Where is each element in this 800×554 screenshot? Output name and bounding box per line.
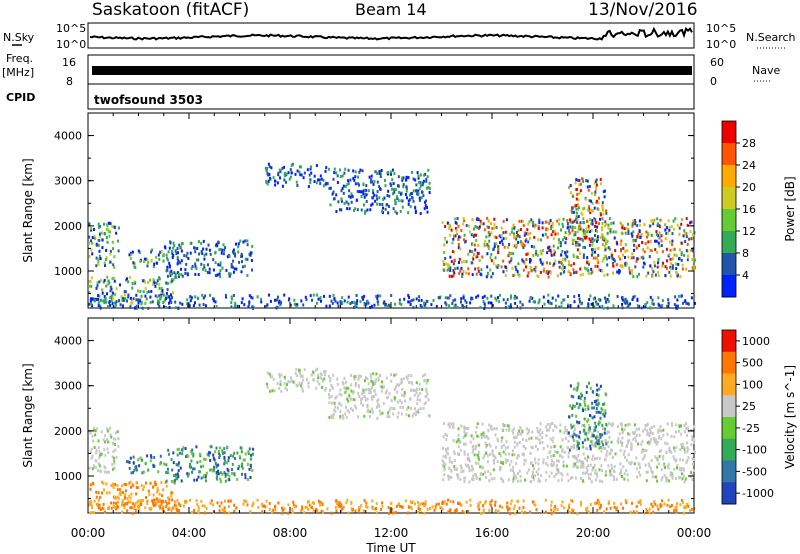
y-tick-label: 1000 [54,470,82,483]
colorbar-swatch [722,351,736,374]
freq-tick-top: 16 [62,56,76,69]
x-tick-label: 00:00 [71,526,106,540]
colorbar-tick-label: -25 [742,422,760,435]
echo-region-6 [441,421,696,484]
nsky-tick-top: 10^5 [56,22,86,35]
time-axis: 00:00 04:00 08:00 12:00 16:00 20:00 00:00 [71,526,712,540]
colorbar-swatch [722,482,736,505]
y-axis-label: Slant Range [km] [21,363,35,467]
colorbar-swatch [722,143,736,166]
echo-region-3 [165,444,255,484]
y-tick-label: 3000 [54,175,82,188]
colorbar-tick-label: 28 [742,137,756,150]
power-panel: 4000 3000 2000 1000 Slant Range [km] [21,112,696,310]
x-tick-label: 04:00 [172,526,207,540]
nsky-tick-top-right: 10^5 [706,22,736,35]
x-axis-label: Time UT [365,541,416,554]
cpid-panel-frame [87,83,695,110]
colorbar-swatch [722,275,736,298]
y-axis-label: Slant Range [km] [21,158,35,262]
colorbar-tick-label: 4 [742,269,749,282]
nave-tick-bottom: 0 [710,75,717,88]
echo-region-4 [264,162,329,189]
power-colorbar: 28 24 20 16 12 8 4 Power [dB] [721,120,797,298]
y-tick-label: 3000 [54,380,82,393]
echo-region-0 [88,221,120,269]
colorbar-swatch [722,330,736,353]
colorbar-tick-label: 25 [742,400,756,413]
echo-region-2 [126,454,166,475]
colorbar-tick-label: 8 [742,247,749,260]
echo-region-5 [328,372,431,420]
nsearch-label: N.Search [746,31,796,44]
colorbar-swatch [722,209,736,232]
echo-region-4 [266,367,330,393]
echo-region-3 [163,239,254,279]
station-title: Saskatoon (fitACF) [92,0,249,20]
beam-title: Beam 14 [355,0,427,19]
echo-region-7 [567,177,608,247]
velocity-panel: 4000 3000 2000 1000 Slant Range [km] [21,317,696,516]
colorbar-tick-label: 16 [742,203,756,216]
nsky-tick-bottom: 10^0 [56,38,86,51]
colorbar-swatch [722,417,736,440]
y-tick-label: 4000 [54,130,82,143]
colorbar-swatch [722,121,736,144]
x-tick-label: 08:00 [273,526,308,540]
plot-frame [87,317,695,514]
y-tick-label: 2000 [54,425,82,438]
y-tick-label: 4000 [54,335,82,348]
colorbar-label: Power [dB] [783,176,797,241]
y-tick-label: 1000 [54,265,82,278]
colorbar-swatch [722,165,736,188]
echo-region-5 [328,167,431,215]
nave-tick-top: 60 [710,56,724,69]
y-tick-label: 2000 [54,220,82,233]
colorbar-tick-label: 500 [742,357,763,370]
colorbar-tick-label: -500 [742,465,767,478]
colorbar-tick-label: 24 [742,159,756,172]
colorbar-swatch [722,438,736,461]
colorbar-swatch [722,253,736,276]
colorbar-swatch [722,373,736,396]
freq-trace [92,66,692,75]
nsky-trace [89,26,693,41]
x-tick-label: 20:00 [576,526,611,540]
echo-region-8 [88,293,696,310]
colorbar-tick-label: 100 [742,378,763,391]
velocity-colorbar: 1000 500 100 25 -25 -100 -500 -1000 Velocity [m … [721,329,797,505]
x-tick-label: 00:00 [677,526,712,540]
colorbar-swatch [722,395,736,418]
echo-region-2 [128,248,165,270]
colorbar-tick-label: 1000 [742,335,770,348]
nsky-tick-bottom-right: 10^0 [706,38,736,51]
echo-region-6 [441,216,696,279]
colorbar-label: Velocity [m s^-1] [783,365,797,469]
nsky-panel-frame [87,22,695,49]
x-tick-label: 12:00 [374,526,409,540]
cpid-value: twofsound 3503 [94,93,203,107]
colorbar-swatch [722,231,736,254]
echo-region-7 [567,381,608,452]
nave-label: Nave [752,64,780,77]
colorbar-tick-label: -100 [742,444,767,457]
freq-label: Freq. [6,52,33,65]
colorbar-tick-label: 20 [742,181,756,194]
echo-region-0 [88,426,120,474]
freq-tick-bottom: 8 [66,75,73,88]
colorbar-swatch [722,460,736,483]
nsky-label: N.Sky [3,31,35,44]
colorbar-tick-label: 12 [742,225,756,238]
cpid-label: CPID [6,91,35,104]
date-title: 13/Nov/2016 [588,0,698,20]
freq-unit: [MHz] [2,66,34,79]
x-tick-label: 16:00 [475,526,510,540]
colorbar-tick-label: -1000 [742,487,774,500]
echo-region-8 [88,498,696,516]
colorbar-swatch [722,187,736,210]
